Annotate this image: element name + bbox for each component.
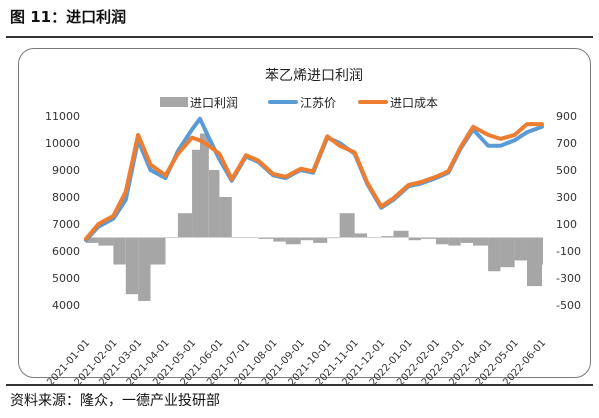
y-left-tick-label-3: 7000 bbox=[52, 218, 80, 231]
profit-area-segment bbox=[231, 237, 246, 238]
profit-area-segment bbox=[138, 237, 151, 301]
profit-area-segment bbox=[125, 237, 139, 295]
y-left-tick-label-7: 11000 bbox=[45, 110, 80, 123]
legend-label-0: 进口利润 bbox=[190, 96, 238, 110]
legend-label-2: 进口成本 bbox=[390, 96, 438, 110]
y-left-tick-label-6: 10000 bbox=[45, 137, 80, 150]
profit-area-segment bbox=[192, 149, 200, 238]
profit-area-segment bbox=[327, 237, 340, 239]
profit-area-segment bbox=[408, 237, 421, 241]
profit-area-segment bbox=[258, 237, 274, 239]
y-left-tick-label-4: 8000 bbox=[52, 191, 80, 204]
profit-area-segment bbox=[208, 170, 220, 238]
y-right-tick-label-7: 900 bbox=[556, 110, 577, 123]
y-right-tick-label-6: 700 bbox=[556, 137, 577, 150]
profit-area-segment bbox=[488, 237, 501, 272]
y-left-tick-label-5: 9000 bbox=[52, 164, 80, 177]
profit-area-segment bbox=[339, 213, 355, 238]
profit-area-segment bbox=[367, 237, 382, 238]
profit-area-segment bbox=[219, 197, 232, 238]
profit-area-segment bbox=[381, 236, 394, 238]
profit-area-segment bbox=[420, 237, 436, 239]
y-right-tick-label-3: 100 bbox=[556, 218, 577, 231]
profit-area-segment bbox=[526, 237, 542, 287]
profit-area-segment bbox=[354, 233, 368, 238]
legend-swatch-0 bbox=[160, 97, 188, 107]
profit-area-segment bbox=[245, 237, 259, 238]
y-right-tick-label-0: -500 bbox=[556, 299, 581, 312]
profit-area-segment bbox=[313, 237, 328, 243]
profit-area-segment bbox=[285, 237, 301, 245]
profit-area-segment bbox=[435, 237, 449, 245]
profit-area-segment bbox=[98, 237, 114, 246]
y-left-tick-label-2: 6000 bbox=[52, 245, 80, 258]
series-line-jiangsu-price bbox=[84, 116, 544, 243]
profit-area-segment bbox=[448, 237, 461, 246]
top-rule bbox=[6, 36, 593, 38]
legend-label-1: 江苏价 bbox=[300, 96, 336, 110]
chart-title: 苯乙烯进口利润 bbox=[265, 67, 363, 84]
y-right-tick-label-2: -100 bbox=[556, 245, 581, 258]
bottom-rule bbox=[6, 384, 593, 386]
y-right-tick-label-5: 500 bbox=[556, 164, 577, 177]
profit-area-segment bbox=[150, 237, 166, 265]
profit-area-segment bbox=[460, 237, 474, 243]
profit-area-segment bbox=[300, 237, 314, 241]
profit-area-segment bbox=[165, 237, 178, 238]
figure-title: 图 11：进口利润 bbox=[10, 8, 127, 26]
y-left-tick-label-0: 4000 bbox=[52, 299, 80, 312]
series-line-import-cost bbox=[84, 122, 544, 241]
profit-area-segment bbox=[86, 237, 99, 243]
profit-area-segment bbox=[500, 237, 515, 268]
y-left-tick-label-1: 5000 bbox=[52, 272, 80, 285]
y-right-tick-label-4: 300 bbox=[556, 191, 577, 204]
profit-area-segment bbox=[273, 237, 286, 242]
profit-area-segment bbox=[113, 237, 126, 265]
profit-area-segment bbox=[200, 133, 209, 238]
profit-area-segment bbox=[393, 230, 409, 238]
profit-area-segment bbox=[177, 213, 193, 238]
y-right-tick-label-1: -300 bbox=[556, 272, 581, 285]
profit-area-segment bbox=[473, 237, 489, 246]
source-note: 资料来源：隆众，一德产业投研部 bbox=[10, 393, 220, 409]
profit-area-segment bbox=[542, 237, 543, 265]
profit-area-segment bbox=[514, 237, 527, 261]
